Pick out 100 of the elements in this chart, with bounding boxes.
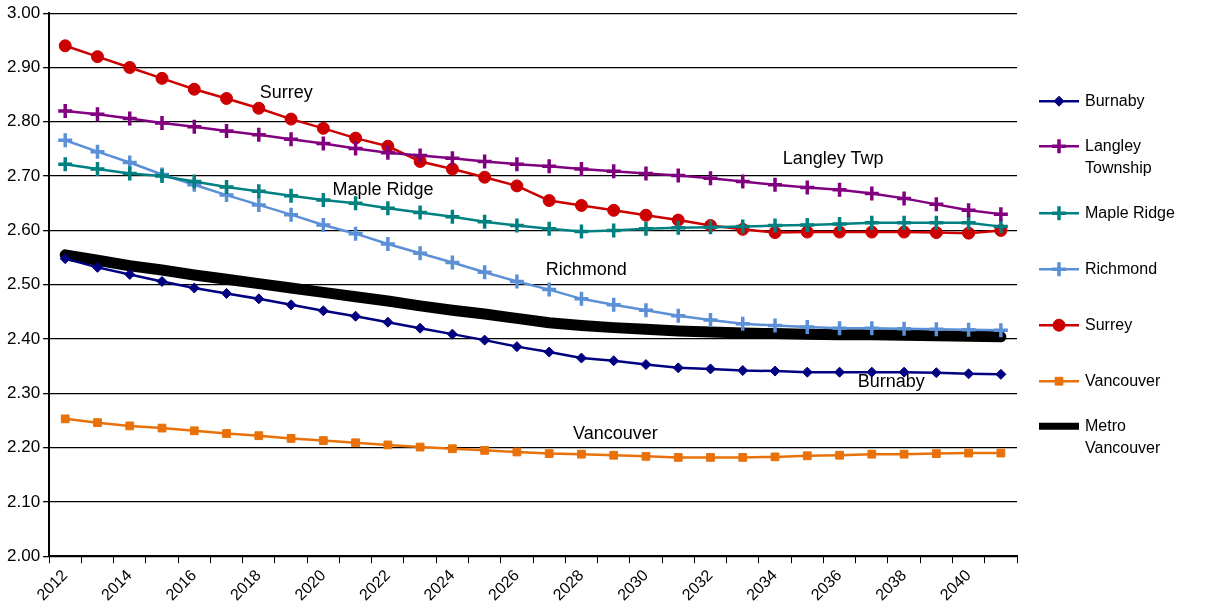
point: [56, 155, 74, 173]
point: [383, 440, 393, 450]
point: [317, 305, 329, 317]
point: [512, 447, 522, 457]
point: [222, 429, 231, 438]
point: [927, 320, 946, 339]
y-tick-label: 3.00: [6, 2, 41, 22]
point: [895, 319, 913, 338]
point: [959, 201, 978, 220]
point: [798, 216, 817, 234]
point: [734, 315, 752, 333]
point: [770, 452, 780, 462]
point: [669, 306, 687, 325]
point: [572, 290, 591, 308]
point: [929, 226, 943, 240]
point: [863, 214, 881, 232]
point: [734, 172, 752, 191]
legend-label: Langley Township: [1085, 136, 1152, 176]
point: [895, 189, 913, 208]
point: [93, 418, 102, 428]
point: [572, 222, 591, 241]
point: [964, 448, 973, 458]
point: [282, 186, 300, 205]
point: [479, 334, 491, 346]
y-tick-label: 2.00: [6, 545, 41, 565]
point: [379, 144, 397, 162]
point: [318, 436, 328, 445]
point: [316, 121, 330, 135]
point: [125, 421, 135, 431]
point: [798, 178, 817, 197]
y-tick-label: 2.40: [6, 328, 41, 348]
point: [252, 101, 266, 115]
point: [927, 214, 946, 232]
point: [59, 253, 71, 265]
point: [448, 444, 457, 454]
point: [153, 114, 171, 132]
point: [640, 359, 652, 371]
point: [609, 450, 619, 460]
point: [350, 310, 362, 322]
point: [185, 172, 204, 191]
point: [411, 203, 429, 222]
point: [641, 451, 651, 461]
point: [604, 296, 623, 314]
y-tick-label: 2.20: [6, 437, 41, 457]
point: [349, 131, 363, 145]
point: [282, 130, 300, 148]
point: [863, 319, 881, 337]
point: [927, 195, 946, 214]
point: [250, 182, 268, 201]
annotation: Richmond: [545, 259, 627, 280]
annotation: Vancouver: [572, 423, 658, 444]
point: [830, 180, 849, 199]
point: [157, 423, 167, 433]
point: [899, 449, 909, 459]
point: [962, 226, 976, 240]
point: [285, 299, 297, 311]
point: [572, 160, 591, 178]
point: [185, 117, 204, 136]
point: [217, 122, 236, 140]
point: [798, 318, 817, 336]
point: [475, 152, 494, 171]
point: [769, 365, 781, 377]
point: [253, 293, 265, 305]
point: [443, 149, 462, 167]
point: [895, 214, 913, 232]
point: [88, 160, 107, 178]
point: [931, 449, 941, 459]
point: [766, 316, 784, 335]
point: [734, 217, 752, 236]
point: [543, 346, 555, 358]
legend-label: Maple Ridge: [1085, 203, 1175, 221]
point: [351, 438, 360, 448]
point: [544, 449, 554, 459]
point: [637, 220, 655, 238]
point: [672, 362, 684, 374]
point: [669, 218, 687, 237]
y-tick-label: 2.50: [6, 274, 41, 294]
point: [475, 212, 494, 231]
point: [121, 109, 139, 128]
point: [56, 131, 74, 150]
point: [346, 224, 365, 243]
point: [379, 235, 397, 253]
y-tick-label: 2.10: [6, 491, 41, 511]
point: [639, 208, 653, 222]
point: [867, 449, 877, 459]
point: [187, 82, 201, 96]
point: [802, 451, 812, 461]
point: [637, 301, 655, 319]
point: [959, 214, 978, 232]
point: [930, 367, 942, 379]
y-tick-label: 2.80: [6, 111, 41, 131]
y-tick-label: 2.60: [6, 220, 41, 240]
point: [379, 199, 397, 217]
point: [124, 268, 136, 280]
point: [382, 316, 394, 328]
point: [604, 221, 623, 240]
point: [738, 453, 748, 462]
legend-label: Richmond: [1085, 259, 1158, 277]
point: [443, 208, 462, 226]
point: [445, 162, 459, 176]
